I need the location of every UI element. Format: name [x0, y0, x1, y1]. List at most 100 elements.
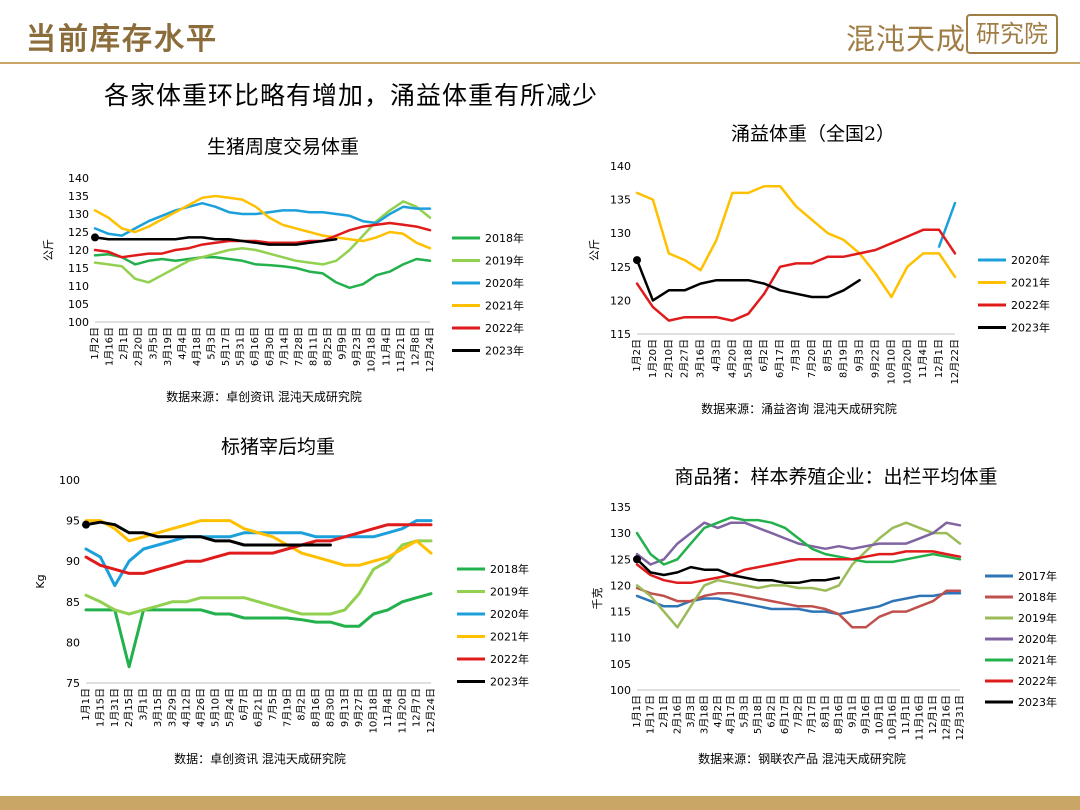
- x-tick-label: 7月17日: [806, 695, 818, 734]
- y-tick-label: 115: [610, 328, 631, 341]
- source-note: 数据：卓创资讯 混沌天成研究院: [174, 751, 346, 766]
- y-tick-label: 105: [68, 298, 89, 311]
- x-tick-label: 11月4日: [380, 327, 392, 366]
- source-note: 数据来源：涌益咨询 混沌天成研究院: [701, 401, 897, 416]
- legend-label: 2023年: [1011, 321, 1050, 335]
- x-tick-label: 8月16日: [833, 695, 845, 734]
- y-tick-label: 75: [66, 677, 80, 690]
- x-tick-label: 3月15日: [152, 688, 164, 727]
- series-line-2022年: [635, 550, 962, 585]
- y-axis-label: Kg: [34, 574, 47, 588]
- x-tick-label: 9月3日: [854, 339, 866, 372]
- x-tick-label: 5月10日: [209, 688, 221, 727]
- x-tick-label: 2月10日: [663, 339, 675, 378]
- y-tick-label: 140: [68, 172, 89, 185]
- x-tick-label: 12月8日: [409, 327, 421, 366]
- x-tick-label: 1月17日: [644, 695, 656, 734]
- x-tick-label: 4月12日: [181, 688, 193, 727]
- series-line-2023年: [635, 558, 841, 585]
- x-tick-label: 2月1日: [118, 327, 130, 360]
- legend-label: 2022年: [485, 321, 524, 335]
- x-tick-label: 5月3日: [206, 327, 218, 360]
- y-axis-label: 公斤: [42, 239, 55, 261]
- x-tick-label: 10月20日: [901, 339, 913, 384]
- x-tick-label: 11月1日: [900, 695, 912, 734]
- x-tick-label: 9月27日: [353, 688, 365, 727]
- legend-label: 2022年: [1011, 298, 1050, 312]
- source-note: 数据来源：卓创资讯 混沌天成研究院: [166, 389, 362, 404]
- y-tick-label: 100: [59, 474, 80, 487]
- legend-label: 2021年: [490, 630, 529, 644]
- x-tick-label: 6月17日: [779, 695, 791, 734]
- y-tick-label: 135: [68, 190, 89, 203]
- page-header-title: 当前库存水平: [26, 22, 218, 57]
- y-tick-label: 135: [610, 501, 631, 514]
- y-tick-label: 125: [610, 553, 631, 566]
- x-tick-label: 9月9日: [337, 327, 349, 360]
- series-line-2020年: [635, 521, 962, 566]
- y-tick-label: 115: [610, 606, 631, 619]
- series-line-2023年: [93, 236, 338, 246]
- y-tick-label: 105: [610, 658, 631, 671]
- header-divider: [0, 62, 1080, 64]
- legend-label: 2019年: [485, 254, 524, 268]
- x-tick-label: 12月1日: [933, 339, 945, 378]
- series-start-marker: [82, 520, 90, 529]
- y-tick-label: 110: [68, 280, 89, 293]
- x-tick-label: 3月5日: [147, 327, 159, 360]
- series-line-2023年: [635, 258, 861, 302]
- x-tick-label: 7月5日: [267, 688, 279, 721]
- x-tick-label: 4月26日: [195, 688, 207, 727]
- series-line-2018年: [93, 253, 432, 290]
- legend-label: 2018年: [1018, 590, 1057, 604]
- x-tick-label: 9月1日: [846, 695, 858, 728]
- y-tick-label: 125: [610, 261, 631, 274]
- x-tick-label: 6月17日: [774, 339, 786, 378]
- series-line-2022年: [93, 221, 432, 259]
- x-tick-label: 2月1日: [658, 695, 670, 728]
- x-tick-label: 8月5日: [822, 339, 834, 372]
- x-tick-label: 7月28日: [293, 327, 305, 366]
- x-tick-label: 4月3日: [711, 339, 723, 372]
- x-tick-label: 12月7日: [411, 688, 423, 727]
- series-line-2021年: [84, 519, 433, 567]
- chart-title: 生猪周度交易体重: [207, 136, 359, 158]
- legend-label: 2021年: [1018, 653, 1057, 667]
- x-tick-label: 10月10日: [885, 339, 897, 384]
- x-tick-label: 7月3日: [790, 339, 802, 372]
- legend-label: 2023年: [490, 675, 529, 689]
- y-tick-label: 125: [68, 226, 89, 239]
- x-tick-label: 11月20日: [396, 688, 408, 733]
- legend-label: 2022年: [1018, 674, 1057, 688]
- legend-label: 2017年: [1018, 569, 1057, 583]
- x-tick-label: 11月4日: [382, 688, 394, 727]
- chart-weekly-trade-weight: 生猪周度交易体重 100 105 110 115 120 125 130 135 140 公斤 1月2…: [42, 136, 524, 404]
- series-start-marker: [633, 256, 641, 265]
- y-tick-label: 140: [610, 160, 631, 173]
- y-tick-label: 115: [68, 262, 89, 275]
- x-tick-label: 8月16日: [310, 688, 322, 727]
- x-tick-label: 4月17日: [725, 695, 737, 734]
- x-tick-label: 3月3日: [685, 695, 697, 728]
- series-line-2022年: [84, 523, 433, 575]
- y-tick-label: 110: [610, 632, 631, 645]
- y-tick-label: 130: [610, 527, 631, 540]
- x-tick-label: 12月24日: [425, 688, 437, 733]
- x-tick-label: 5月24日: [224, 688, 236, 727]
- x-tick-label: 3月18日: [698, 695, 710, 734]
- x-tick-label: 10月1日: [873, 695, 885, 734]
- series-line-2020年: [937, 201, 957, 248]
- x-tick-label: 10月18日: [366, 327, 378, 372]
- legend-label: 2018年: [490, 562, 529, 576]
- x-tick-label: 10月18日: [368, 688, 380, 733]
- footer-bar: [0, 796, 1080, 810]
- x-tick-label: 11月4日: [917, 339, 929, 378]
- x-tick-label: 3月1日: [138, 688, 150, 721]
- x-tick-label: 12月24日: [424, 327, 436, 372]
- x-tick-label: 8月19日: [838, 339, 850, 378]
- x-tick-label: 12月22日: [949, 339, 961, 384]
- chart-title: 商品猪：样本养殖企业：出栏平均体重: [674, 466, 997, 488]
- chart-title: 标猪宰后均重: [221, 436, 335, 458]
- x-tick-label: 6月7日: [238, 688, 250, 721]
